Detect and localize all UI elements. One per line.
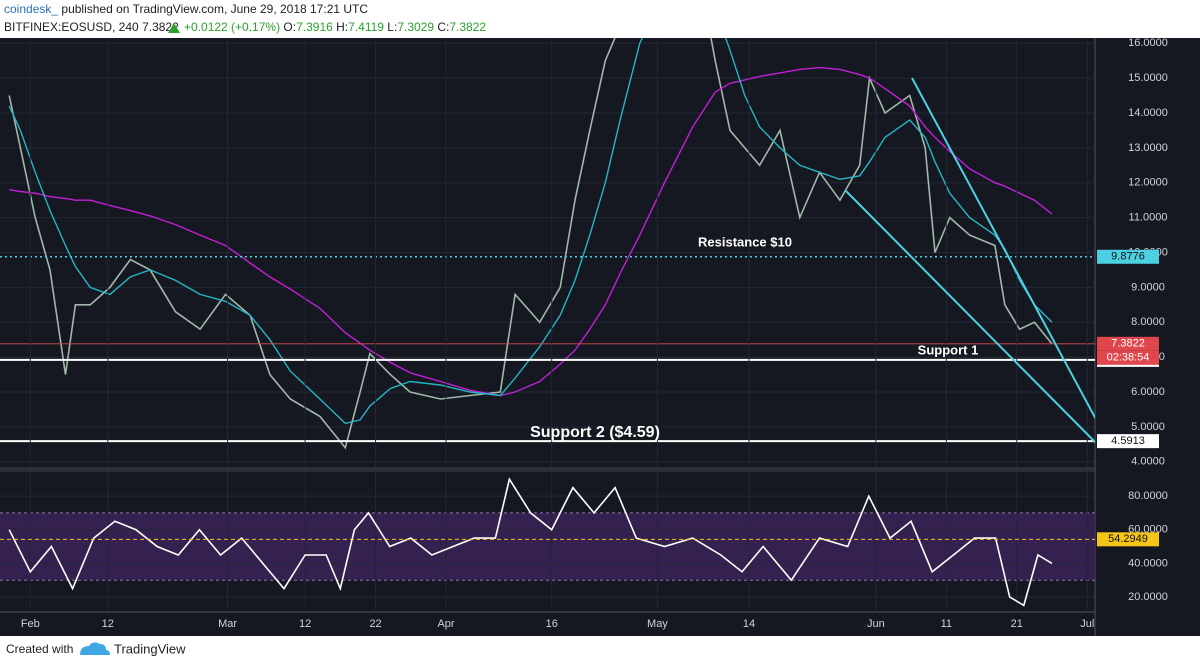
series-line bbox=[9, 66, 1053, 397]
o-label: O: bbox=[283, 20, 296, 34]
countdown: 02:38:54 bbox=[1107, 352, 1150, 364]
x-tick-label: 21 bbox=[1011, 618, 1023, 630]
x-tick-label: 12 bbox=[299, 618, 311, 630]
l-label: L: bbox=[387, 20, 397, 34]
y-tick-label: 80.0000 bbox=[1128, 490, 1168, 502]
source: coindesk_ bbox=[4, 2, 58, 16]
footer-text: Created with bbox=[6, 642, 73, 656]
y-tick-label: 9.0000 bbox=[1131, 281, 1165, 293]
x-tick-label: May bbox=[647, 618, 668, 630]
x-tick-label: Mar bbox=[218, 618, 237, 630]
level-label: 9.8776 bbox=[1111, 251, 1145, 263]
logo bbox=[80, 642, 110, 655]
y-tick-label: 16.0000 bbox=[1128, 37, 1168, 49]
y-tick-label: 14.0000 bbox=[1128, 107, 1168, 119]
series-line bbox=[8, 477, 1053, 607]
x-tick-label: Apr bbox=[437, 618, 454, 630]
change: +0.0122 (+0.17%) bbox=[184, 20, 280, 34]
level-box bbox=[1097, 336, 1159, 351]
x-tick-label: Feb bbox=[21, 618, 40, 630]
x-tick-label: 14 bbox=[743, 618, 755, 630]
l-value: 7.3029 bbox=[397, 20, 434, 34]
x-tick-label: 22 bbox=[369, 618, 381, 630]
y-tick-label: 12.0000 bbox=[1128, 177, 1168, 189]
h-value: 7.4119 bbox=[348, 20, 384, 34]
c-label: C: bbox=[437, 20, 449, 34]
pane-separator bbox=[0, 467, 1095, 472]
trend-line bbox=[911, 77, 1095, 420]
y-tick-label: 11.0000 bbox=[1129, 212, 1168, 224]
brand: TradingView bbox=[114, 641, 186, 656]
level-box bbox=[1097, 434, 1159, 449]
annotation: Support 1 bbox=[918, 342, 979, 357]
y-tick-label: 40.0000 bbox=[1128, 557, 1168, 569]
o-value: 7.3916 bbox=[296, 20, 333, 34]
annotation: Support 2 ($4.59) bbox=[530, 424, 660, 441]
y-tick-label: 6.0000 bbox=[1131, 386, 1165, 398]
up-arrow bbox=[168, 23, 180, 33]
level-box bbox=[1097, 249, 1159, 264]
x-tick-label: 12 bbox=[102, 618, 114, 630]
plot: 4.00005.00006.00007.00008.00009.000010.0… bbox=[0, 37, 1168, 630]
series-line bbox=[8, 38, 1053, 425]
level-box bbox=[1097, 532, 1159, 547]
countdown-box bbox=[1097, 350, 1159, 365]
y-tick-label: 13.0000 bbox=[1128, 142, 1168, 154]
series-line bbox=[8, 38, 1053, 450]
symbol-line: BITFINEX:EOSUSD, 240 7.3822 bbox=[4, 20, 179, 34]
footer-bg bbox=[0, 636, 1200, 664]
x-tick-label: 16 bbox=[546, 618, 558, 630]
y-tick-label: 4.0000 bbox=[1131, 456, 1165, 468]
header-line: coindesk_ published on TradingView.com, … bbox=[4, 2, 368, 16]
published: published on TradingView.com, June 29, 2… bbox=[61, 2, 368, 16]
symbol: BITFINEX:EOSUSD, 240 bbox=[4, 20, 139, 34]
y-tick-label: 20.0000 bbox=[1128, 591, 1168, 603]
level-label: 54.2949 bbox=[1108, 533, 1148, 545]
trend-line bbox=[844, 189, 1095, 444]
header-bg bbox=[0, 0, 1200, 38]
x-tick-label: Jun bbox=[867, 618, 885, 630]
x-tick-label: 11 bbox=[941, 618, 952, 630]
x-tick-label: Jul bbox=[1080, 618, 1094, 630]
y-tick-label: 5.0000 bbox=[1131, 421, 1165, 433]
c-value: 7.3822 bbox=[449, 20, 486, 34]
y-tick-label: 8.0000 bbox=[1131, 316, 1165, 328]
ohlc-line: +0.0122 (+0.17%) O:7.3916 H:7.4119 L:7.3… bbox=[184, 20, 486, 34]
y-tick-label: 15.0000 bbox=[1128, 72, 1168, 84]
h-label: H: bbox=[336, 20, 348, 34]
annotation: Resistance $10 bbox=[698, 234, 792, 249]
level-label: 7.3822 bbox=[1111, 338, 1145, 350]
level-label: 4.5913 bbox=[1111, 435, 1145, 447]
